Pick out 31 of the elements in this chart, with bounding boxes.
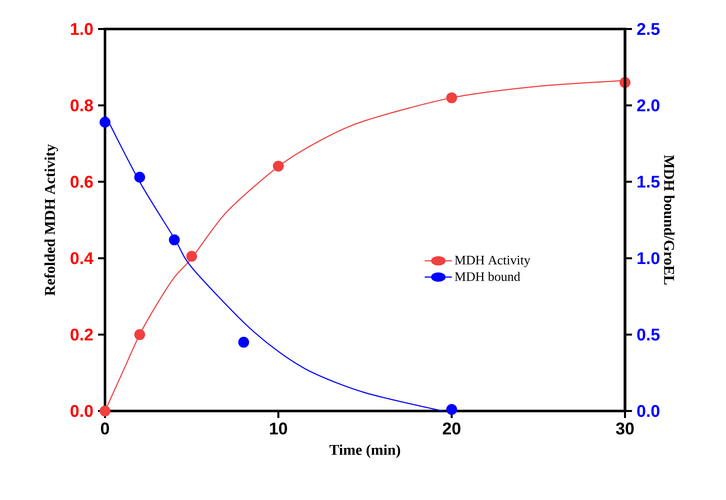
legend-label: MDH Activity bbox=[454, 256, 530, 268]
x-tick-label: 10 bbox=[270, 422, 288, 435]
y-tick-label: 0.2 bbox=[70, 328, 93, 341]
legend-label: MDH bound bbox=[454, 272, 520, 281]
point bbox=[238, 336, 250, 348]
y-tick-label: 0.0 bbox=[70, 405, 93, 417]
point bbox=[100, 406, 110, 416]
point bbox=[100, 116, 110, 128]
point bbox=[134, 172, 146, 183]
x-axis-title: Time (min) bbox=[329, 444, 400, 458]
point bbox=[446, 92, 458, 104]
x-tick-label: 20 bbox=[442, 422, 460, 435]
point bbox=[186, 250, 198, 262]
y-axis-title: Refolded MDH Activity bbox=[44, 144, 58, 296]
x-tick-label: 30 bbox=[616, 422, 634, 435]
y2-tick-label: 1.5 bbox=[638, 176, 660, 188]
y2-tick-label: 2.5 bbox=[637, 23, 660, 35]
y-tick-label: 0.6 bbox=[70, 176, 93, 188]
y2-axis-title: MDH bound/GroEL bbox=[664, 154, 675, 285]
y2-tick-label: 0.5 bbox=[637, 328, 660, 341]
x-tick-label: 0 bbox=[100, 422, 110, 435]
point bbox=[272, 160, 284, 172]
y2-tick-label: 1.0 bbox=[638, 252, 660, 264]
y-tick-label: 1.0 bbox=[70, 23, 93, 35]
y-tick-label: 0.4 bbox=[70, 252, 94, 264]
point bbox=[446, 404, 458, 415]
y2-tick-label: 2.0 bbox=[637, 99, 660, 112]
point bbox=[134, 329, 146, 340]
y-tick-label: 0.8 bbox=[70, 99, 93, 112]
y2-tick-label: 0.0 bbox=[637, 405, 660, 417]
point bbox=[168, 234, 180, 246]
